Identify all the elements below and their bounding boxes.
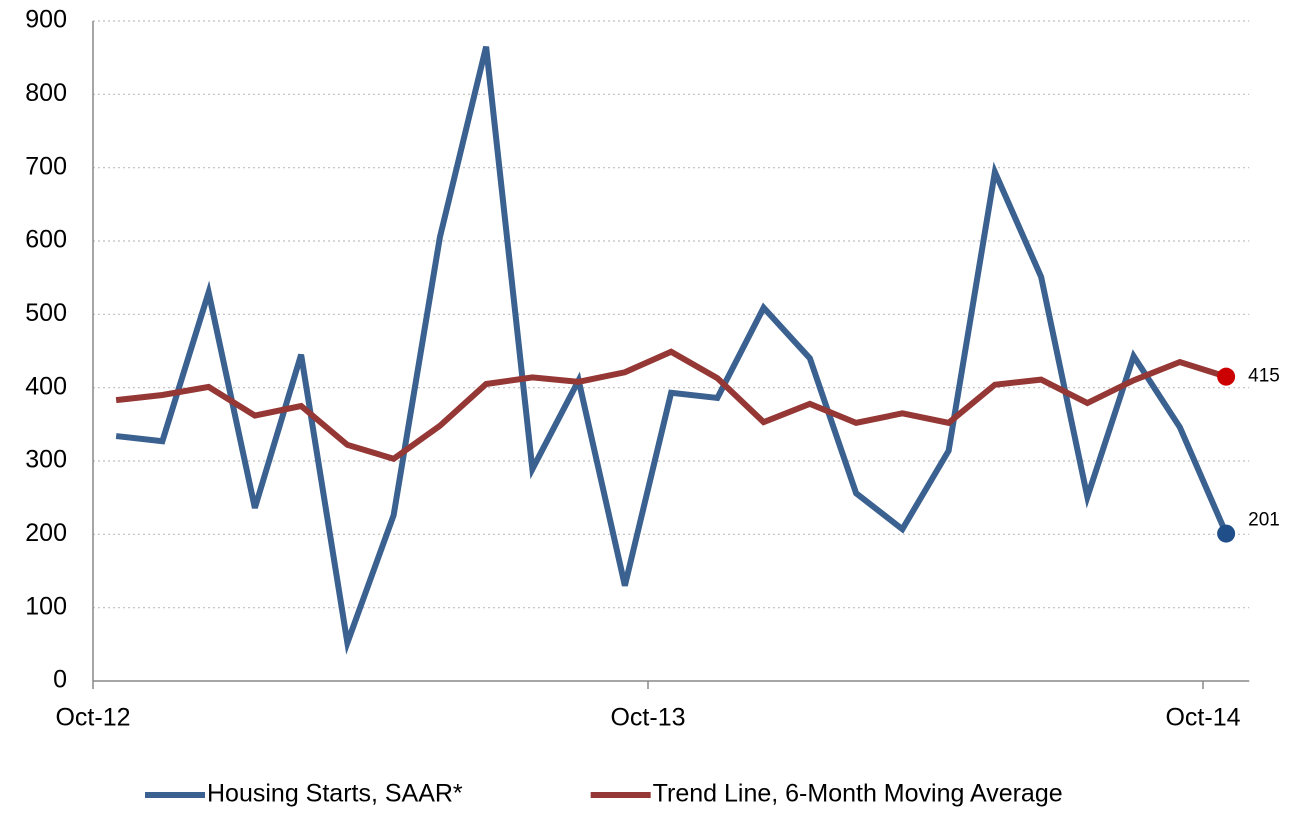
y-tick-label: 700 bbox=[25, 152, 67, 180]
y-tick-label: 100 bbox=[25, 592, 67, 620]
end-marker bbox=[1217, 524, 1236, 543]
series-line bbox=[115, 348, 1228, 463]
legend-label: Housing Starts, SAAR* bbox=[207, 780, 463, 808]
data-label: 201 bbox=[1248, 510, 1280, 531]
y-tick-label: 200 bbox=[25, 519, 67, 547]
end-marker bbox=[1217, 367, 1236, 386]
y-tick-label: 900 bbox=[25, 6, 67, 34]
x-tick-label: Oct-13 bbox=[610, 704, 685, 732]
y-tick-label: 400 bbox=[25, 372, 67, 400]
y-tick-label: 800 bbox=[25, 79, 67, 107]
x-tick-label: Oct-14 bbox=[1165, 704, 1240, 732]
legend-label: Trend Line, 6-Month Moving Average bbox=[653, 780, 1063, 808]
y-tick-label: 600 bbox=[25, 226, 67, 254]
data-label: 415 bbox=[1248, 366, 1280, 387]
series-line bbox=[115, 45, 1229, 655]
y-tick-label: 0 bbox=[53, 666, 67, 694]
y-tick-label: 500 bbox=[25, 299, 67, 327]
x-tick-label: Oct-12 bbox=[55, 704, 130, 732]
y-tick-label: 300 bbox=[25, 446, 67, 474]
